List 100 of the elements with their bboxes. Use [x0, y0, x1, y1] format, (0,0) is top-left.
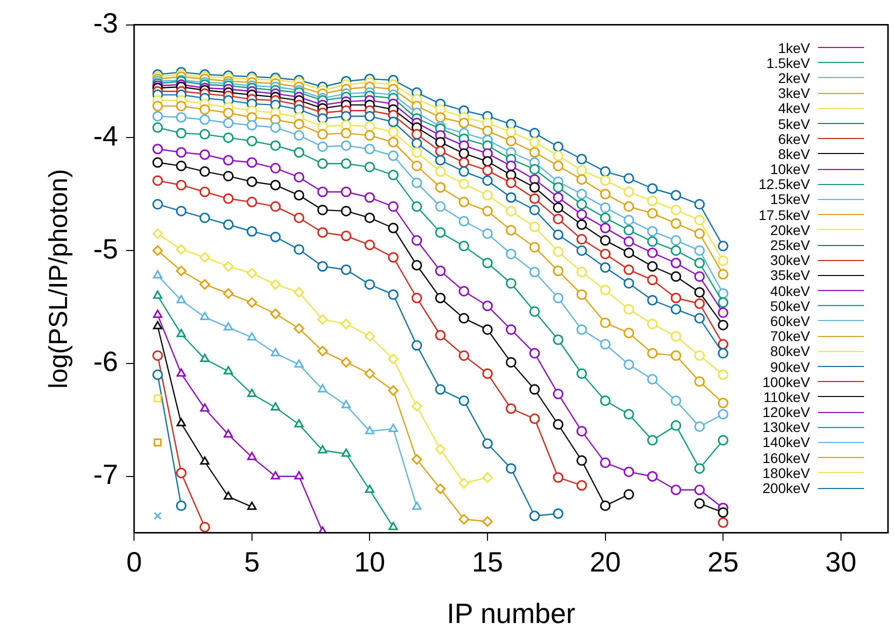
point [694, 214, 705, 226]
point [365, 426, 374, 434]
point [552, 202, 564, 213]
legend-label: 8keV [777, 146, 811, 162]
point [223, 193, 234, 204]
point [529, 193, 540, 204]
point [154, 438, 162, 446]
point [670, 395, 682, 406]
point [152, 144, 163, 154]
point [718, 507, 728, 518]
legend-label: 17.5keV [758, 206, 811, 223]
point [670, 258, 682, 268]
point [200, 166, 210, 177]
point [153, 290, 162, 299]
point [624, 236, 634, 247]
point [670, 204, 682, 216]
point [435, 330, 446, 340]
point [670, 304, 682, 315]
point [340, 357, 352, 368]
point [529, 164, 540, 175]
point [576, 219, 587, 230]
point [435, 146, 446, 156]
point [718, 398, 728, 408]
point [364, 162, 375, 172]
y-axis-title: log(PSL/IP/photon) [42, 168, 73, 389]
point [176, 206, 186, 216]
point [435, 112, 446, 123]
y-tick-label: -7 [93, 459, 118, 490]
point [458, 313, 470, 324]
point [154, 394, 162, 402]
point [624, 186, 634, 198]
point [294, 244, 304, 255]
point [670, 292, 682, 304]
legend-label: 50keV [769, 298, 811, 314]
point [529, 414, 540, 424]
point [153, 320, 162, 330]
point [340, 128, 352, 138]
point [718, 339, 728, 350]
point [340, 186, 352, 198]
legend-label: 200keV [762, 480, 811, 496]
legend-label: 120keV [762, 404, 811, 420]
point [624, 278, 634, 289]
legend-label: 160keV [762, 450, 811, 466]
point [270, 348, 280, 356]
point [552, 246, 564, 257]
point [600, 222, 611, 234]
point [624, 489, 634, 500]
point [576, 199, 587, 210]
point [388, 126, 398, 138]
point [718, 517, 728, 528]
point [223, 155, 234, 166]
point [270, 180, 281, 190]
legend-label: 6keV [777, 130, 811, 147]
point [223, 261, 234, 272]
point [624, 466, 634, 478]
point [482, 165, 493, 176]
point [718, 297, 728, 308]
y-tick-label: -5 [93, 233, 118, 264]
point [576, 368, 587, 379]
point [317, 141, 328, 152]
point [600, 284, 611, 296]
point [270, 471, 280, 480]
y-tick-label: -4 [93, 120, 118, 152]
point [340, 230, 352, 242]
x-tick-label: 10 [354, 546, 386, 578]
x-axis-title: IP number [446, 598, 576, 629]
point [435, 136, 446, 148]
point [552, 192, 564, 203]
point [670, 190, 682, 201]
point [270, 122, 281, 133]
point [435, 292, 446, 304]
point [388, 170, 398, 180]
point [600, 318, 611, 328]
point [152, 228, 163, 239]
point [270, 308, 281, 320]
point [647, 318, 658, 330]
point [576, 245, 587, 256]
point [506, 324, 516, 335]
point [576, 154, 587, 164]
point [270, 140, 281, 151]
point [529, 204, 540, 216]
point [176, 418, 186, 426]
point [600, 212, 611, 224]
point [482, 156, 493, 167]
point [600, 202, 611, 213]
point [647, 248, 658, 258]
point [482, 175, 493, 186]
point [270, 162, 281, 174]
point [364, 368, 375, 379]
point [247, 452, 257, 460]
point [364, 240, 375, 250]
point [412, 138, 422, 149]
point [340, 110, 352, 122]
point [294, 419, 304, 428]
point [364, 192, 375, 203]
legend-label: 180keV [762, 464, 811, 481]
point [718, 240, 728, 252]
point [552, 419, 564, 430]
point [624, 409, 634, 420]
point [247, 388, 257, 397]
